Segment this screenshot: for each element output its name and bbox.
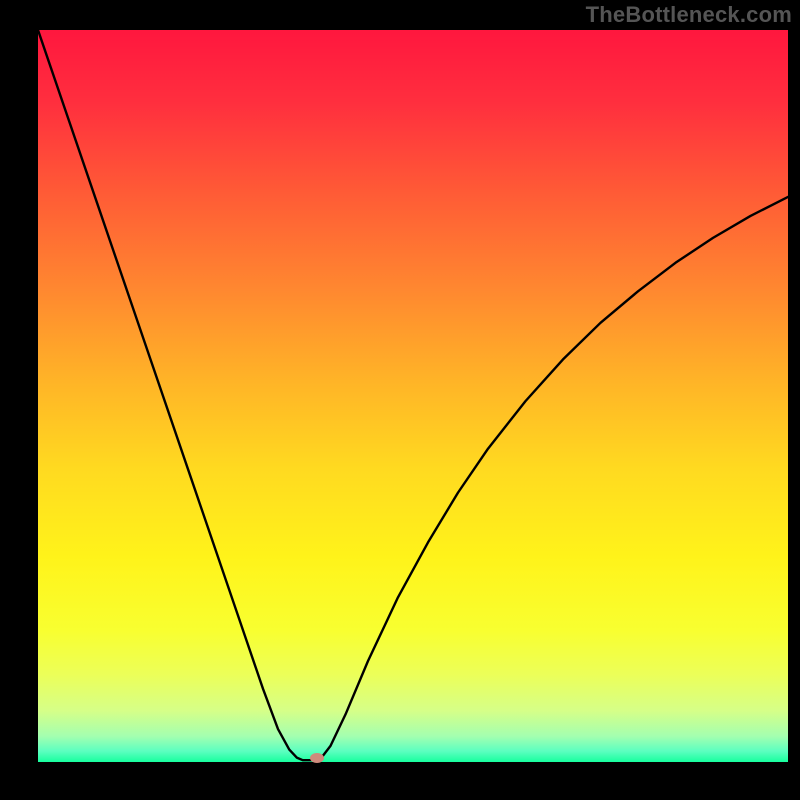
optimal-point-marker — [310, 753, 324, 763]
watermark-text: TheBottleneck.com — [586, 2, 792, 28]
plot-area — [38, 30, 788, 762]
bottleneck-curve — [38, 30, 788, 762]
chart-frame: TheBottleneck.com — [0, 0, 800, 800]
